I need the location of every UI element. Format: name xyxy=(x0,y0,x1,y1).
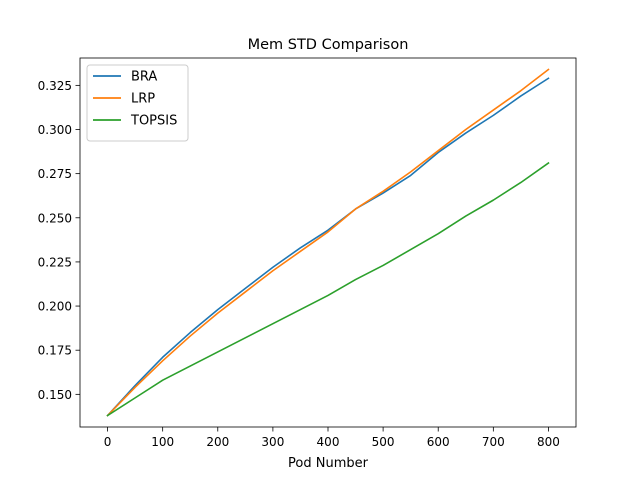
x-tick-label: 500 xyxy=(372,435,395,449)
x-tick-label: 100 xyxy=(151,435,174,449)
legend-label-bra: BRA xyxy=(131,70,157,85)
y-tick-label: 0.200 xyxy=(38,300,72,314)
series-line-topsis xyxy=(106,161,550,417)
x-tick-label: 200 xyxy=(206,435,229,449)
legend-label-lrp: LRP xyxy=(131,92,155,107)
chart-title: Mem STD Comparison xyxy=(248,37,409,53)
legend-box xyxy=(86,64,189,142)
plot-area: 0 100 200 300 400 500 600 700 800 0.150 0.175 0.200… xyxy=(38,57,577,449)
series-line-lrp xyxy=(106,68,550,417)
y-tick-label: 0.175 xyxy=(38,344,72,358)
x-tick-label: 800 xyxy=(537,435,560,449)
y-tick-label: 0.150 xyxy=(38,388,72,402)
x-tick-label: 600 xyxy=(427,435,450,449)
x-axis-label: Pod Number xyxy=(288,456,369,471)
y-tick-label: 0.275 xyxy=(38,167,72,181)
legend: BRA LRP TOPSIS xyxy=(86,64,189,142)
legend-label-topsis: TOPSIS xyxy=(130,114,177,129)
x-tick-label: 400 xyxy=(317,435,340,449)
x-tick-label: 0 xyxy=(104,435,112,449)
y-tick-label: 0.325 xyxy=(38,79,72,93)
series-line-bra xyxy=(106,77,550,417)
y-tick-label: 0.250 xyxy=(38,211,72,225)
x-tick-label: 700 xyxy=(482,435,505,449)
y-tick-label: 0.300 xyxy=(38,123,72,137)
y-tick-label: 0.225 xyxy=(38,255,72,269)
x-tick-label: 300 xyxy=(261,435,284,449)
